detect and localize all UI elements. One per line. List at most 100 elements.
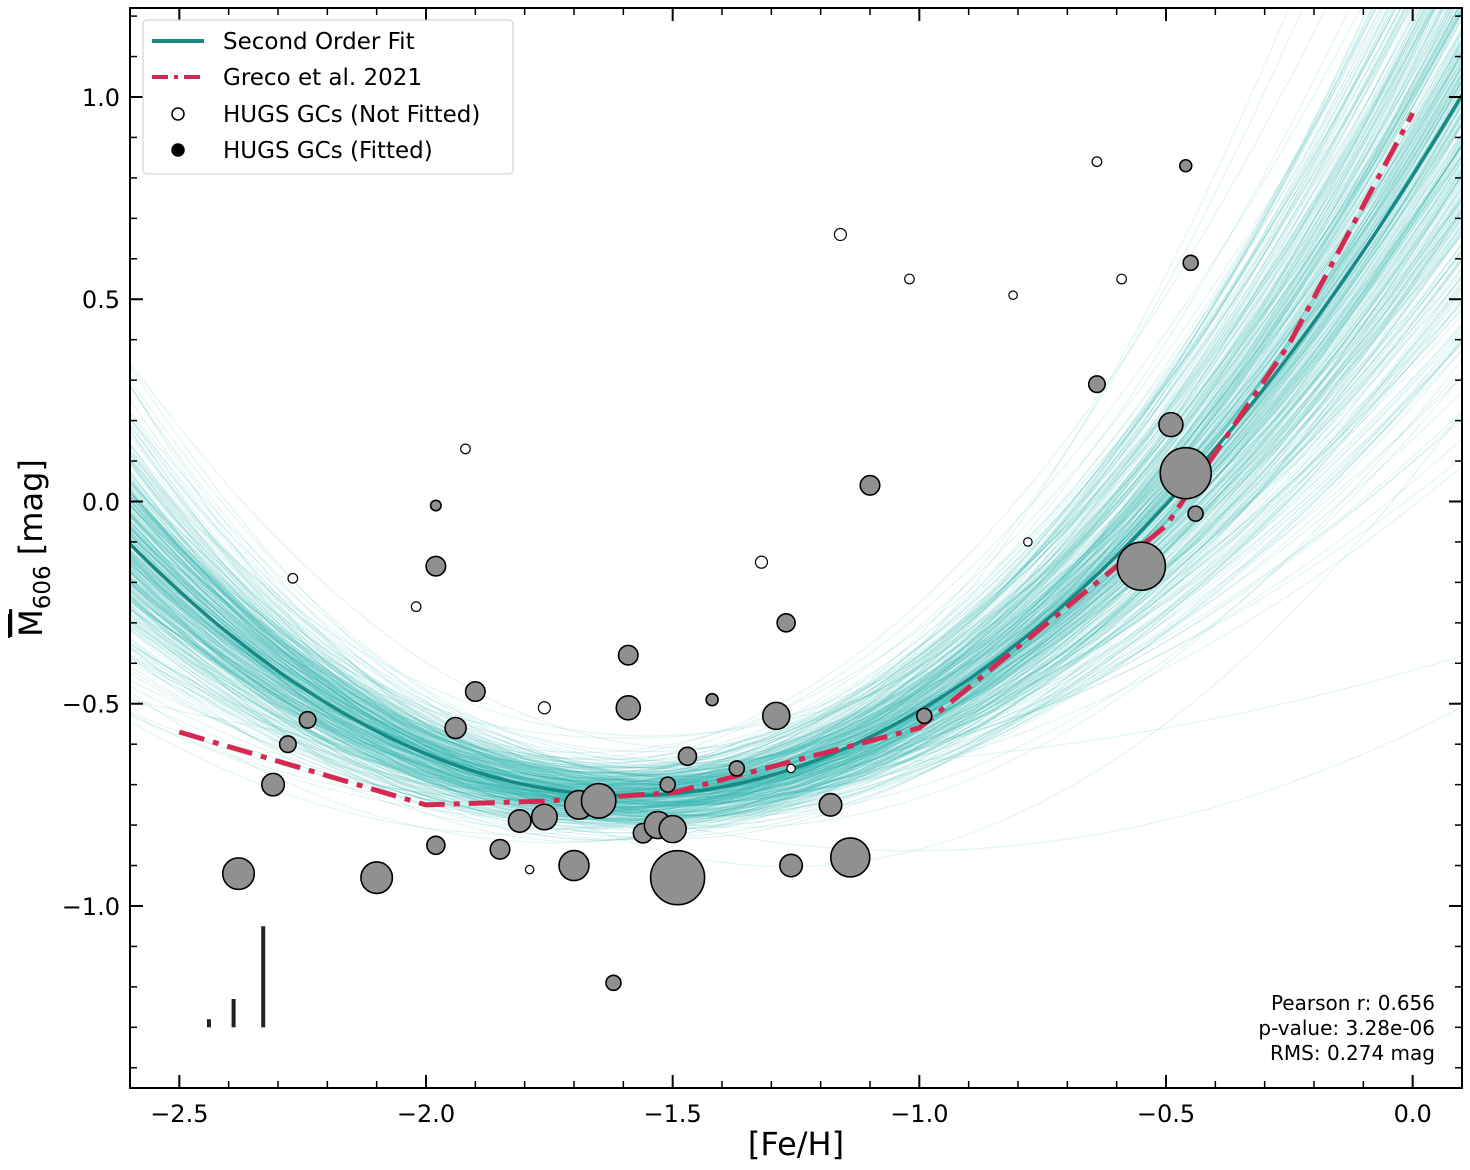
fitted-point (617, 644, 639, 666)
fit-sample-curve (130, 8, 1436, 823)
fit-sample-curve (130, 8, 1443, 798)
fit-sample-curve (130, 8, 1428, 793)
fit-sample-curve (130, 155, 1462, 787)
greco-2021-line (178, 112, 1415, 808)
fit-sample-curve (130, 208, 1462, 817)
fit-sample-curve (130, 201, 1462, 790)
fit-sample-curve (130, 64, 1462, 778)
fit-sample-curve (130, 8, 1437, 818)
fit-sample-curve (130, 8, 1445, 796)
fit-sample-curve (130, 376, 1462, 821)
fit-sample-curve (130, 168, 1462, 844)
fit-sample-curve (130, 8, 1436, 842)
fit-sample-curve (130, 419, 1462, 800)
fit-sample-curve (130, 66, 1462, 787)
fit-sample-curve (130, 52, 1462, 737)
fit-sample-curve (130, 211, 1462, 792)
fitted-point (728, 760, 746, 777)
fit-sample-curve (130, 8, 1434, 803)
fit-sample-curve (130, 92, 1462, 797)
fit-sample-curve (130, 56, 1462, 822)
fit-sample-curve (130, 145, 1462, 797)
fit-sample-curve (130, 335, 1462, 778)
fit-sample-curve (130, 8, 1462, 826)
fit-sample-curve (130, 72, 1462, 782)
fitted-point (1182, 254, 1199, 272)
fit-sample-curve (130, 44, 1462, 766)
fit-sample-curve (130, 303, 1462, 799)
fit-sample-curve (130, 8, 1459, 783)
fit-sample-curve (130, 331, 1462, 797)
fit-sample-curve (130, 199, 1462, 789)
fitted-point (915, 707, 933, 725)
fit-sample-curve (130, 8, 1435, 816)
fit-sample-curve (130, 8, 1421, 782)
fitted-point (580, 782, 617, 819)
fit-sample-curve (130, 8, 1407, 779)
fit-sample-curve (130, 260, 1462, 784)
fit-sample-curve (130, 159, 1462, 778)
fit-sample-curve (130, 8, 1397, 761)
fit-sample-curve (130, 215, 1462, 808)
fit-sample-curve (130, 8, 1452, 794)
fitted-point (444, 716, 467, 740)
fit-sample-curve (130, 349, 1462, 808)
fit-sample-curve (130, 144, 1462, 804)
fitted-point (659, 776, 677, 793)
fit-sample-curve (130, 286, 1462, 816)
fit-sample-curve (130, 8, 1406, 792)
fit-sample-curve (130, 171, 1462, 826)
fit-sample-curve (130, 40, 1462, 776)
fit-sample-curve (130, 18, 1462, 800)
fit-sample-curve (130, 207, 1462, 795)
stats-rms: RMS: 0.274 mag (1270, 1041, 1435, 1065)
fit-sample-curve (130, 11, 1462, 818)
fit-sample-curve (130, 14, 1462, 749)
y-tick-label: 1.0 (82, 84, 120, 112)
fit-sample-curve (130, 43, 1462, 840)
fit-sample-curve (130, 28, 1462, 792)
y-tick-label: −0.5 (62, 691, 120, 719)
fit-sample-curve (130, 49, 1462, 794)
fit-sample-curve (130, 52, 1462, 793)
fit-sample-curve (130, 149, 1462, 810)
fit-sample-curve (130, 8, 1459, 816)
fit-sample-curve (130, 40, 1462, 794)
fit-sample-curve (130, 18, 1462, 801)
x-axis-label: [Fe/H] (748, 1125, 844, 1163)
fit-sample-curve (130, 212, 1462, 804)
fit-sample-curve (130, 8, 1374, 802)
fit-sample-curve (130, 290, 1462, 805)
fit-sample-curve (130, 43, 1462, 776)
fitted-point (658, 814, 687, 844)
fit-sample-curve (130, 8, 1459, 805)
not-fitted-point (1116, 273, 1127, 285)
legend-label-not-fitted: HUGS GCs (Not Fitted) (223, 102, 480, 128)
fitted-point (426, 835, 446, 856)
fit-sample-curve (130, 8, 1459, 794)
fit-sample-curve (130, 226, 1462, 804)
fit-sample-curve (130, 173, 1462, 808)
fit-sample-curve (130, 96, 1462, 797)
fit-sample-curve (130, 8, 1456, 812)
fit-sample-curve (130, 8, 1397, 773)
fit-sample-curve (130, 249, 1462, 791)
fit-sample-curve (130, 260, 1462, 784)
y-tick-label: 0.5 (82, 286, 120, 314)
fit-sample-curve (130, 137, 1462, 799)
fit-sample-curve (130, 233, 1462, 795)
fit-sample-curve (130, 8, 1450, 785)
fit-sample-curve (130, 217, 1462, 804)
fitted-point (464, 681, 486, 703)
fit-sample-curve (130, 274, 1462, 796)
fit-sample-curve (130, 170, 1462, 780)
fitted-point (1187, 505, 1204, 522)
fit-sample-curve (130, 224, 1462, 807)
fit-sample-curve (130, 233, 1462, 792)
legend-filled-circle-swatch (171, 143, 185, 157)
fit-sample-curve (130, 86, 1462, 804)
fit-sample-curve (130, 8, 1350, 791)
fit-sample-curve (130, 8, 1446, 807)
fitted-point (779, 853, 804, 878)
fit-sample-curve (130, 116, 1462, 798)
